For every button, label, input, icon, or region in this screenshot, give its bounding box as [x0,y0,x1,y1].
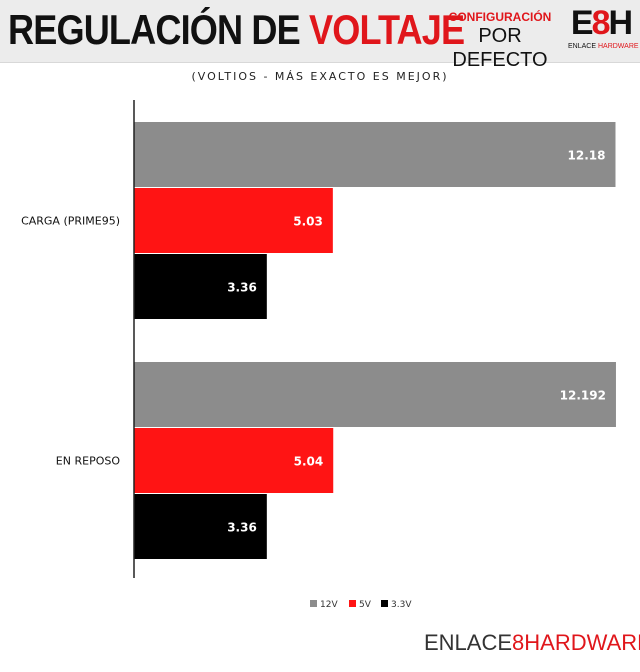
data-label: 12.192 [560,389,606,403]
page-title: REGULACIÓN DE VOLTAJE [8,6,465,54]
bar-12V-1 [134,362,616,427]
legend-label: 5V [359,600,372,610]
legend-swatch [381,600,388,607]
legend-swatch [310,600,317,607]
legend-label: 3.3V [391,600,412,610]
bar-12V-0 [134,122,616,187]
data-label: 3.36 [227,281,257,295]
legend-swatch [349,600,356,607]
data-label: 3.36 [227,521,257,535]
title-part-voltaje: VOLTAJE [309,6,465,53]
logo-text: ENLACE HARDWARE [568,43,639,50]
legend-label: 12V [320,600,338,610]
config-line-1: CONFIGURACIÓN [448,10,552,24]
config-line-2: POR DEFECTO [452,25,548,71]
footer-logo: ENLACE8HARDWARE [424,630,640,655]
bar-33V-1 [134,494,267,559]
category-label: CARGA (PRIME95) [21,215,120,228]
bar-5V-1 [134,428,334,493]
bar-5V-0 [134,188,333,253]
data-label: 5.04 [294,455,324,469]
bar-33V-0 [134,254,267,319]
data-label: 5.03 [293,215,323,229]
logo-mark: E8H [570,4,633,42]
brand-logo: E8H ENLACE HARDWARE [568,4,639,58]
category-label: EN REPOSO [56,455,121,468]
config-label: CONFIGURACIÓN POR DEFECTO [440,10,560,72]
header-banner: REGULACIÓN DE VOLTAJE CONFIGURACIÓN POR … [0,0,640,71]
title-part-regulacion: REGULACIÓN DE [8,6,301,53]
chart-subtitle: (VOLTIOS - MÁS EXACTO ES MEJOR) [191,70,449,83]
voltage-bar-chart: 12.18 5.03 3.36 CARGA (PRIME95) 12.192 5.04 3.… [21,100,616,610]
data-label: 12.18 [568,149,606,163]
